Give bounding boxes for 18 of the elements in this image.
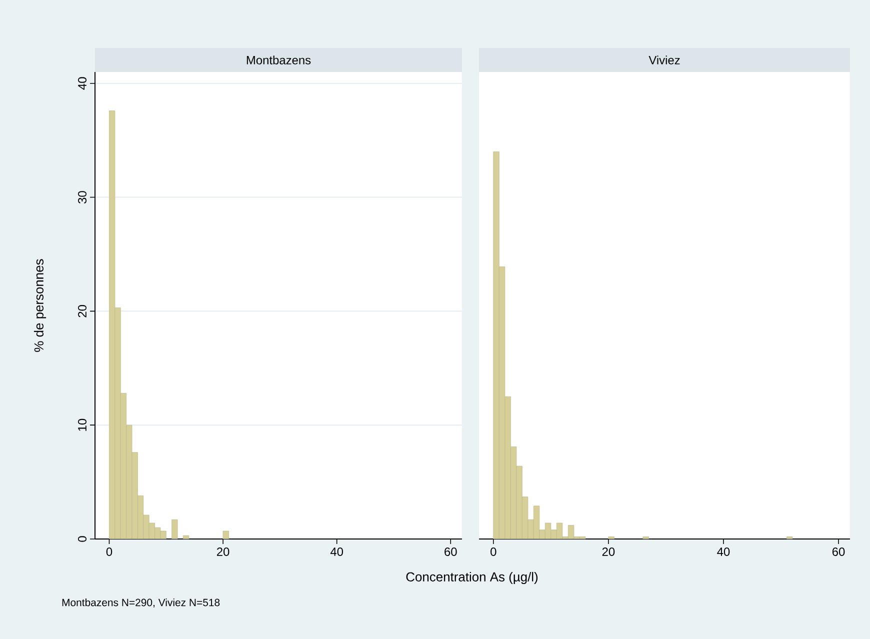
y-axis-title: % de personnes xyxy=(34,259,46,352)
x-tick-label: 60 xyxy=(832,548,845,556)
x-tick-label: 40 xyxy=(717,548,730,556)
text: Montbazens N=290, Viviez N=518 xyxy=(62,598,220,608)
chart-title: Montbazens xyxy=(246,56,311,64)
x-tick-label: 60 xyxy=(444,548,457,556)
y-tick-label: 20 xyxy=(78,304,86,318)
x-tick-label: 0 xyxy=(490,548,496,556)
x-tick-label: 0 xyxy=(106,548,112,556)
x-tick-label: 20 xyxy=(216,548,230,556)
y-tick-label: 30 xyxy=(78,191,86,204)
y-tick-label: 10 xyxy=(78,418,86,431)
chart-title: Viviez xyxy=(648,56,680,64)
x-tick-label: 20 xyxy=(602,548,615,556)
y-tick-label: 0 xyxy=(78,536,86,542)
y-tick-label: 40 xyxy=(78,77,86,90)
x-tick-label: 40 xyxy=(330,548,344,556)
x-axis-title: Concentration As (µg/l) xyxy=(406,572,538,584)
